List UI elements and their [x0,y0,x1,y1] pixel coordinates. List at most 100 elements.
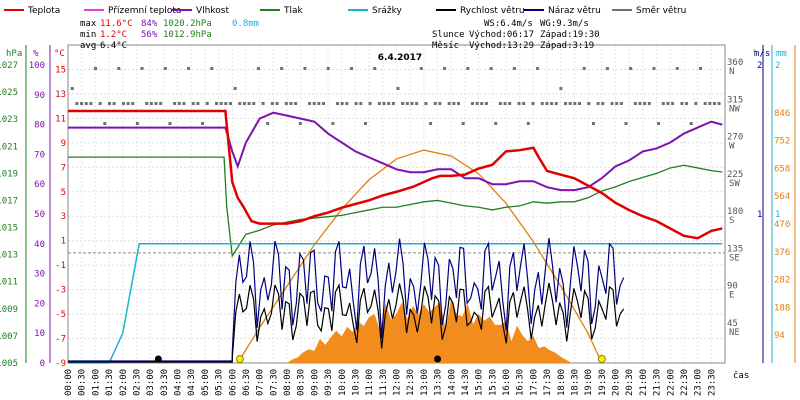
wind-direction-dot [94,67,98,70]
solar-tick-label: 94 [774,331,785,341]
wind-direction-dot [694,102,698,105]
stat-ws: WS:6.4m/s [484,19,533,29]
x-tick-label: 09:30 [324,369,334,396]
x-tick-label: 08:30 [297,369,307,396]
x-tick-label: 10:30 [351,369,361,396]
wind-direction-dot [391,102,395,105]
hpa-tick-label: 1021 [0,142,18,152]
x-tick-label: 00:30 [78,369,88,396]
chart-title: 6.4.2017 [378,53,422,63]
wind-direction-dot [289,102,293,105]
hpa-tick-label: 1015 [0,224,18,234]
moon-label: Měsíc [432,41,459,51]
wind-direction-dot [312,102,316,105]
dir-compass-label: NW [729,104,740,114]
hpa-axis-unit: hPa [6,49,22,59]
wind-direction-dot [275,102,279,105]
rain-tick-label: 1 [775,210,780,220]
stat-max-label: max [80,19,97,29]
wind-direction-dot [228,102,232,105]
wind-tick-label: 2 [757,61,762,71]
wind-direction-dot [131,102,135,105]
wind-direction-dot [215,102,219,105]
x-tick-label: 14:00 [447,369,457,396]
wind-direction-dot [233,87,237,90]
wind-direction-dot [284,102,288,105]
wind-direction-dot [577,102,581,105]
sun-curve [237,149,603,364]
wind-direction-dot [401,102,405,105]
wind-direction-dot [610,102,614,105]
stat-min-hum: 56% [141,30,158,40]
wind-direction-dot [196,102,200,105]
wind-direction-dot [601,102,605,105]
moon-rise: Východ:13:29 [469,41,534,51]
hpa-tick-label: 1027 [0,61,18,71]
solar-tick-label: 188 [774,303,790,313]
wind-direction-dot [419,67,423,70]
wind-direction-dot [266,122,270,125]
x-tick-label: 19:30 [598,369,608,396]
wind-direction-dot [438,102,442,105]
wind-direction-dot [173,102,177,105]
wind-direction-dot [382,102,386,105]
pct-tick-label: 30 [34,270,45,280]
dir-tick-label: 180 [727,207,743,217]
sunset-marker [597,355,606,363]
wind-direction-dot [308,102,312,105]
x-tick-label: 22:30 [680,369,690,396]
dir-compass-label: NE [729,328,740,338]
pct-tick-label: 20 [34,299,45,309]
x-tick-label: 16:30 [516,369,526,396]
sun-label: Slunce [432,30,465,40]
wind-direction-dot [522,102,526,105]
legend-label: Rychlost větru [460,6,525,16]
x-tick-label: 23:30 [707,369,717,396]
wind-direction-dot [494,122,498,125]
wind-direction-dot [573,102,577,105]
wind-direction-dot [112,102,116,105]
wind-direction-dot [671,102,675,105]
wind-direction-dot [564,102,568,105]
wind-direction-dot [536,67,540,70]
x-tick-label: 21:00 [639,369,649,396]
wind-direction-dot [331,122,335,125]
wind-direction-dot [345,102,349,105]
legend-label: Teplota [27,6,60,16]
x-tick-label: 17:30 [543,369,553,396]
wind-direction-dot [396,87,400,90]
hpa-tick-label: 1013 [0,251,18,261]
x-tick-label: 14:30 [461,369,471,396]
stat-wg: WG:9.3m/s [540,19,589,29]
solar-tick-label: 470 [774,220,790,230]
wind-direction-dot [168,122,172,125]
wind-direction-dot [121,102,125,105]
wind-direction-dot [512,67,516,70]
x-tick-label: 12:30 [406,369,416,396]
wind-direction-dot [447,102,451,105]
x-tick-label: 22:00 [666,369,676,396]
wind-direction-dot [359,102,363,105]
wind-direction-dot [443,67,447,70]
wind-direction-dot [638,102,642,105]
wind-direction-dot [149,102,153,105]
temp-tick-label: 3 [61,212,66,222]
wind-direction-dot [145,102,149,105]
dir-tick-label: 90 [727,282,738,292]
wind-direction-dot [424,102,428,105]
wind-direction-dot [596,102,600,105]
wind-direction-dot [624,122,628,125]
legend-label: Směr větru [636,6,686,16]
x-tick-label: 04:30 [187,369,197,396]
stat-min-temp: 1.2°C [100,30,127,40]
wind-direction-dot [410,102,414,105]
hpa-tick-label: 1017 [0,196,18,206]
x-tick-label: 04:00 [174,369,184,396]
wind-direction-dot [191,102,195,105]
dir-compass-label: W [729,142,735,152]
legend-label: Vlhkost [196,6,229,16]
series-srazky [68,243,723,364]
wind-direction-dot [559,87,563,90]
x-tick-label: 20:00 [612,369,622,396]
